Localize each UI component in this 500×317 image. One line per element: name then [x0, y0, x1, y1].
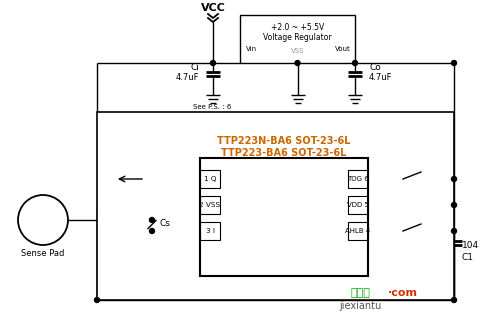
Circle shape [210, 61, 216, 66]
Circle shape [150, 229, 154, 234]
Text: 3 I: 3 I [206, 228, 214, 234]
Bar [200, 158, 368, 276]
Text: Vout: Vout [335, 46, 351, 52]
Text: TTP223-BA6 SOT-23-6L: TTP223-BA6 SOT-23-6L [222, 148, 346, 158]
Text: 4.7uF: 4.7uF [369, 73, 392, 81]
Text: Vin: Vin [246, 46, 258, 52]
Text: AHLB 4: AHLB 4 [346, 228, 370, 234]
Bar [348, 222, 368, 240]
Bar [200, 222, 220, 240]
Text: TOG 6: TOG 6 [347, 176, 369, 182]
Text: 1 Q: 1 Q [204, 176, 216, 182]
Text: VCC: VCC [200, 3, 226, 13]
Bar [240, 15, 355, 63]
Text: Ci: Ci [190, 62, 199, 72]
Circle shape [452, 177, 456, 182]
Text: 接线图: 接线图 [350, 288, 370, 298]
Text: C1: C1 [462, 253, 474, 262]
Circle shape [94, 297, 100, 302]
Circle shape [452, 203, 456, 208]
Text: Voltage Regulator: Voltage Regulator [263, 33, 332, 42]
Bar [97, 112, 454, 300]
Text: 4.7uF: 4.7uF [176, 73, 199, 81]
Bar [200, 170, 220, 188]
Text: jiexiantu: jiexiantu [339, 301, 381, 311]
Circle shape [452, 229, 456, 234]
Bar [348, 170, 368, 188]
Text: ·com: ·com [388, 288, 418, 298]
Text: +2.0 ~ +5.5V: +2.0 ~ +5.5V [271, 23, 324, 31]
Text: Cs: Cs [160, 219, 171, 228]
Bar [200, 196, 220, 214]
Text: Co: Co [369, 62, 381, 72]
Text: 2 VSS: 2 VSS [200, 202, 220, 208]
Text: Sense Pad: Sense Pad [22, 249, 64, 257]
Text: 104: 104 [462, 241, 479, 249]
Text: See P.S. : 6: See P.S. : 6 [193, 104, 232, 110]
Circle shape [352, 61, 358, 66]
Text: VDD 5: VDD 5 [347, 202, 369, 208]
Text: VSS: VSS [291, 48, 304, 54]
Circle shape [295, 61, 300, 66]
Circle shape [452, 61, 456, 66]
Circle shape [150, 217, 154, 223]
Circle shape [452, 297, 456, 302]
Bar [348, 196, 368, 214]
Text: TTP223N-BA6 SOT-23-6L: TTP223N-BA6 SOT-23-6L [217, 136, 351, 146]
